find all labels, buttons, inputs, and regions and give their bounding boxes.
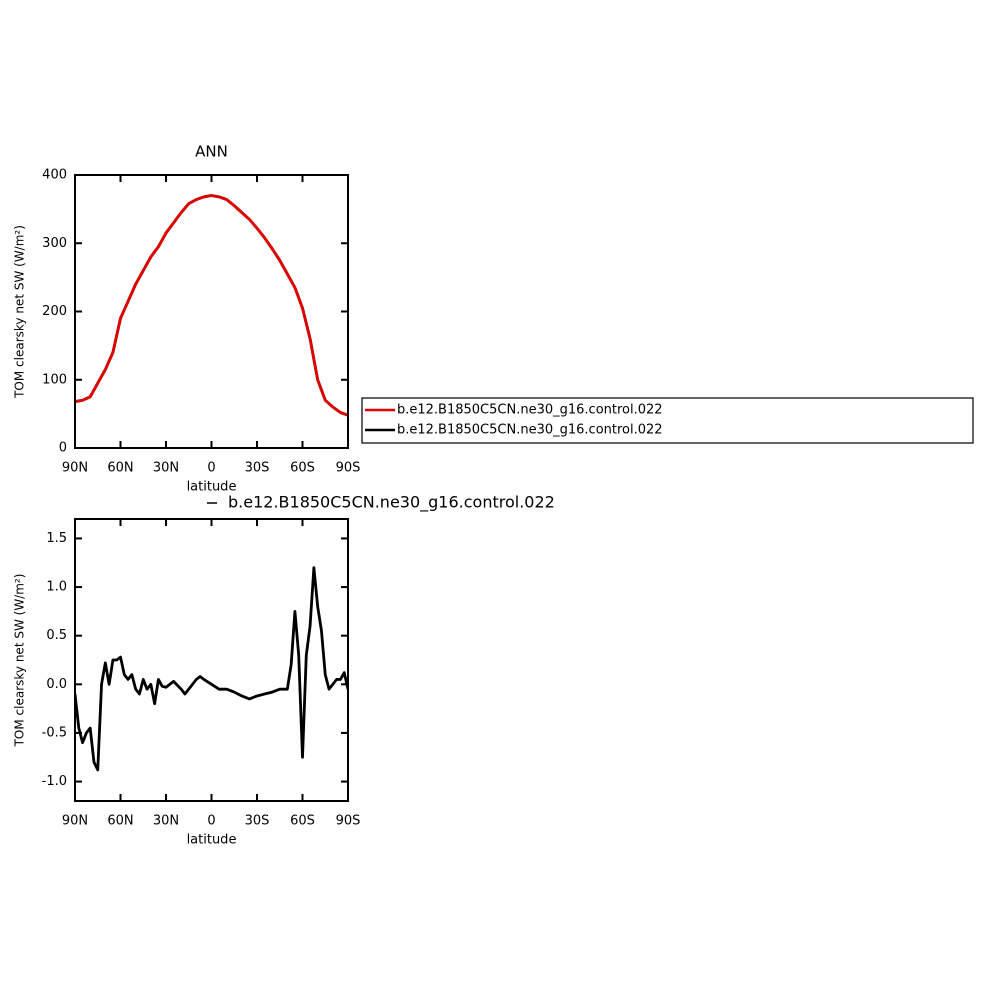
x-tick-label: 30N [153,461,179,476]
y-tick-label: 200 [42,304,67,319]
x-tick-label: 30N [153,814,179,829]
y-axis-label: TOM clearsky net SW (W/m²) [13,225,27,399]
legend-label: b.e12.B1850C5CN.ne30_g16.control.022 [228,493,555,513]
x-tick-label: 60N [107,461,133,476]
y-tick-label: 0 [59,441,67,456]
y-tick-label: 1.0 [46,580,67,595]
x-tick-label: 30S [245,461,270,476]
x-tick-label: 90N [62,461,88,476]
y-axis-label: TOM clearsky net SW (W/m²) [13,574,27,748]
legend-box [361,397,974,444]
x-tick-label: 0 [207,814,215,829]
data-line [75,566,348,772]
y-tick-label: 400 [42,168,67,183]
x-tick-label: 90S [336,814,361,829]
data-line [75,194,348,417]
legend-label: b.e12.B1850C5CN.ne30_g16.control.022 [397,423,663,438]
x-tick-label: 60N [107,814,133,829]
x-tick-label: 90S [336,461,361,476]
plot-frame [74,518,349,802]
plot-frame [74,174,349,449]
x-axis-label: latitude [187,833,237,848]
chart-title: ANN [195,143,228,161]
y-tick-label: 0.0 [46,677,67,692]
y-tick-label: 0.5 [46,628,67,643]
x-tick-label: 30S [245,814,270,829]
y-tick-label: 100 [42,372,67,387]
y-tick-label: 1.5 [46,531,67,546]
x-axis-label: latitude [187,480,237,495]
x-tick-label: 90N [62,814,88,829]
x-tick-label: 60S [290,814,315,829]
y-tick-label: 300 [42,236,67,251]
x-tick-label: 0 [207,461,215,476]
y-tick-label: -0.5 [42,725,67,740]
y-tick-label: -1.0 [42,774,67,789]
x-tick-label: 60S [290,461,315,476]
legend-label: b.e12.B1850C5CN.ne30_g16.control.022 [397,403,663,418]
